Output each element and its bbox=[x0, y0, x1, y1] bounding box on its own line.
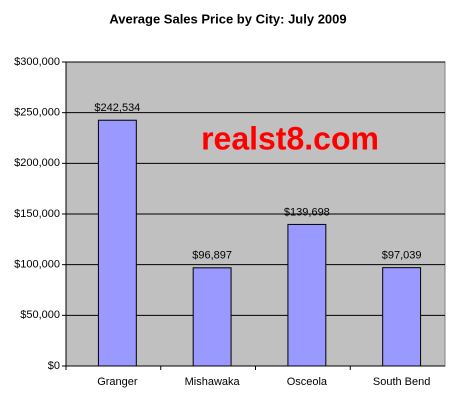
value-label: $242,534 bbox=[94, 102, 140, 114]
bar bbox=[287, 223, 327, 367]
x-tick-label: South Bend bbox=[373, 376, 431, 388]
y-tick-label: $200,000 bbox=[14, 157, 60, 169]
bar bbox=[97, 119, 137, 367]
value-label: $96,897 bbox=[192, 250, 232, 262]
value-label: $139,698 bbox=[284, 206, 330, 218]
y-tick-label: $100,000 bbox=[14, 259, 60, 271]
x-tick-label: Osceola bbox=[287, 376, 328, 388]
chart-title: Average Sales Price by City: July 2009 bbox=[109, 11, 346, 26]
y-tick-label: $150,000 bbox=[14, 208, 60, 220]
y-tick-label: $250,000 bbox=[14, 107, 60, 119]
y-tick-label: $50,000 bbox=[20, 309, 60, 321]
y-tick-label: $0 bbox=[48, 360, 60, 372]
watermark: realst8.com bbox=[201, 120, 379, 156]
x-tick-label: Mishawaka bbox=[185, 376, 241, 388]
value-label: $97,039 bbox=[382, 250, 422, 262]
y-tick-label: $300,000 bbox=[14, 56, 60, 68]
x-tick-label: Granger bbox=[97, 376, 138, 388]
bar bbox=[192, 267, 232, 367]
bar bbox=[382, 267, 422, 367]
